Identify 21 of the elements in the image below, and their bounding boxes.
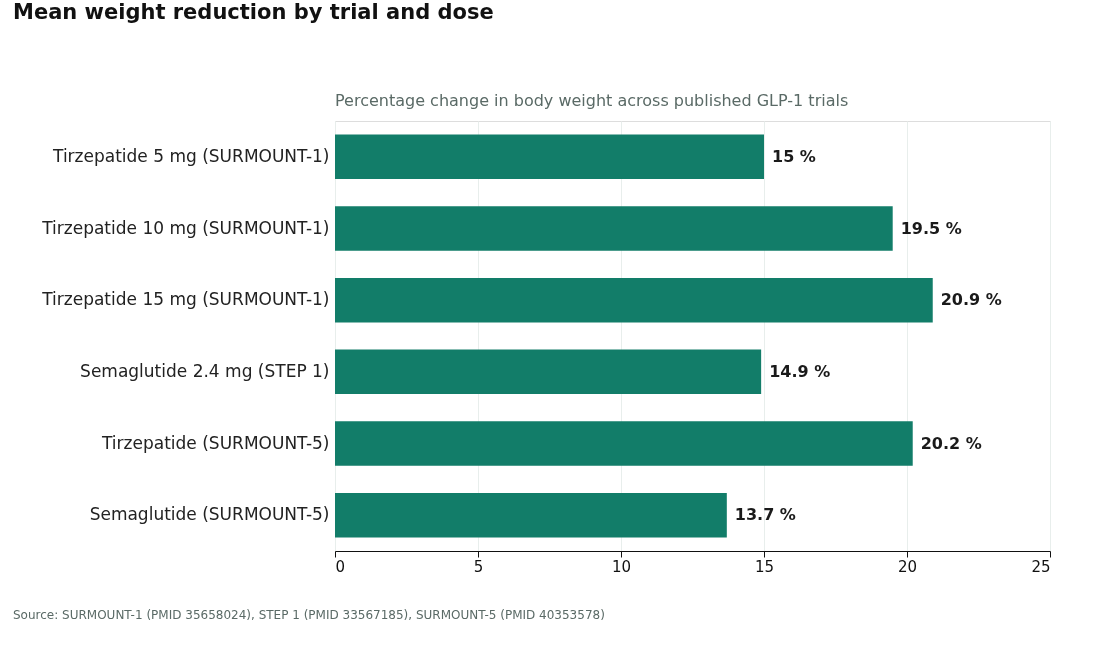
- x-tick-label: 20: [897, 557, 918, 576]
- chart-subtitle: Percentage change in body weight across published GLP-1 trials: [335, 91, 849, 110]
- data-label: 13.7 %: [734, 505, 796, 525]
- x-tick-label: 15: [754, 557, 775, 576]
- chart-title: Mean weight reduction by trial and dose: [13, 0, 494, 24]
- data-label: 14.9 %: [769, 361, 831, 381]
- y-tick-label: Tirzepatide 10 mg (SURMOUNT-1): [41, 217, 330, 238]
- data-label: 20.9 %: [940, 290, 1002, 310]
- y-tick-label: Tirzepatide 15 mg (SURMOUNT-1): [41, 289, 330, 310]
- x-tick-label: 5: [473, 557, 484, 576]
- x-tick-label: 25: [1031, 557, 1051, 576]
- y-tick-label: Tirzepatide 5 mg (SURMOUNT-1): [52, 145, 330, 166]
- data-label: 20.2 %: [920, 433, 982, 453]
- source-note: Source: SURMOUNT-1 (PMID 35658024), STEP 1 (PMID 33567185), SURMOUNT-5 (PMID 40353578): [13, 608, 605, 622]
- y-tick-label: Semaglutide (SURMOUNT-5): [89, 504, 330, 525]
- x-tick-label: 10: [611, 557, 632, 576]
- data-label: 15 %: [772, 146, 816, 166]
- y-tick-label: Semaglutide 2.4 mg (STEP 1): [80, 360, 330, 381]
- x-tick-label: 0: [335, 557, 346, 576]
- data-label: 19.5 %: [900, 218, 962, 238]
- y-tick-label: Tirzepatide (SURMOUNT-5): [101, 432, 330, 453]
